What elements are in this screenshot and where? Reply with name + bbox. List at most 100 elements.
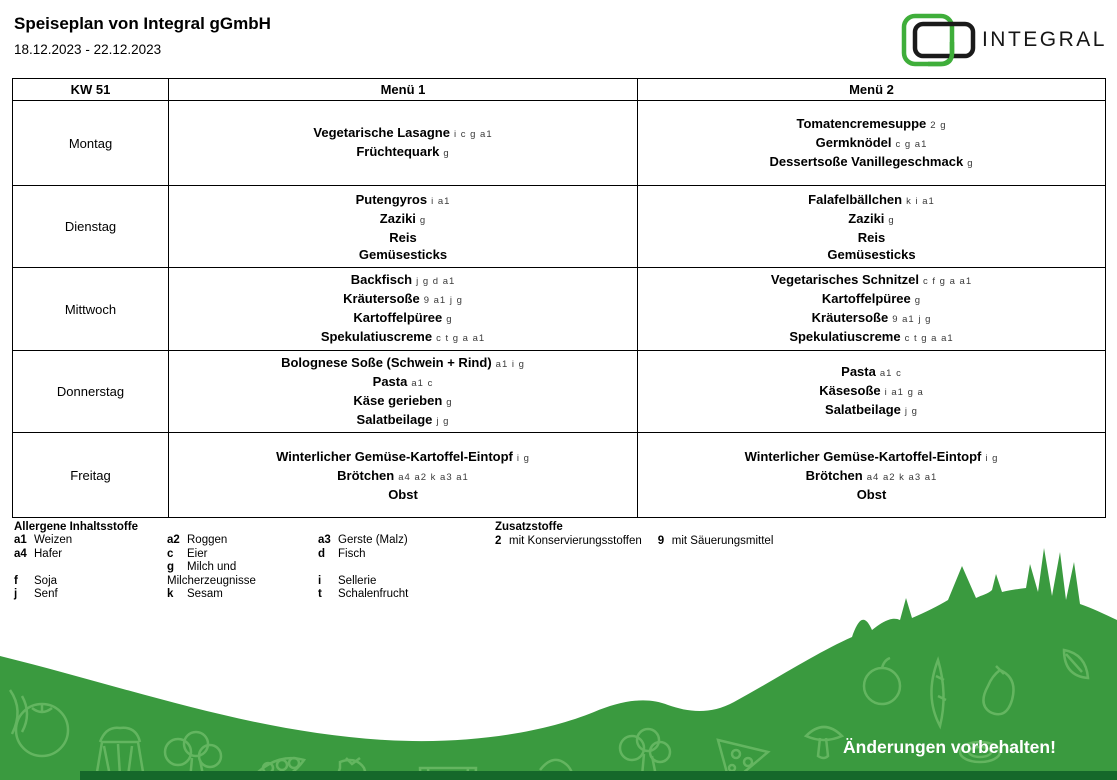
allergen-codes: g [446, 314, 453, 325]
allergen-codes: c f g a a1 [923, 276, 973, 287]
dish-name: Zaziki [379, 210, 416, 226]
allergen-codes: g [967, 157, 974, 169]
allergen-code: i [318, 574, 322, 587]
dish-name: Reis [857, 229, 886, 245]
dish-line: Brötchen a4 a2 k a3 a1 [169, 467, 637, 486]
dish-name: Winterlicher Gemüse-Kartoffel-Eintopf [744, 448, 982, 464]
allergen-codes: i a1 g a [884, 387, 924, 398]
dish-name: Gemüsesticks [827, 246, 916, 262]
footer-illustration [0, 548, 1117, 780]
allergen-code: f [14, 574, 18, 587]
dish-line: Germknödel c g a1 [638, 134, 1105, 153]
allergen-label: Senf [34, 588, 58, 600]
dish-line: Bolognese Soße (Schwein + Rind) a1 i g [169, 354, 637, 373]
onion-doodle-icon [958, 740, 1002, 764]
allergen-codes: 9 a1 j g [892, 314, 932, 325]
dish-line: Zaziki g [638, 210, 1105, 229]
col-header-menu2: Menü 2 [637, 78, 1106, 101]
menu2-cell: Falafelbällchen k i a1 Zaziki g Reis Gemüsest… [637, 185, 1106, 268]
col-header-menu1: Menü 1 [168, 78, 638, 101]
broccoli-doodle-icon [163, 730, 223, 780]
dish-line: Spekulatiuscreme c t g a a1 [638, 328, 1105, 347]
dish-line: Obst [169, 486, 637, 503]
additive-code: 9 [657, 534, 665, 547]
dish-line: Kräutersoße 9 a1 j g [169, 290, 637, 309]
additive-entry: 9 mit Säuerungsmittel [658, 535, 774, 547]
dish-line: Vegetarische Lasagne i c g a1 [169, 124, 637, 143]
allergen-label: Milch und Milcherzeugnisse [167, 561, 256, 587]
mushroom-doodle-icon [803, 725, 845, 760]
dish-name: Spekulatiuscreme [789, 329, 901, 344]
allergen-codes: g [914, 295, 922, 306]
dish-line: Brötchen a4 a2 k a3 a1 [638, 467, 1105, 486]
allergen-code: a1 [14, 534, 27, 546]
table-row: Montag Vegetarische Lasagne i c g a1 Frücht… [12, 100, 1106, 186]
herb-doodle-icon [8, 689, 29, 735]
allergen-codes: g [888, 214, 895, 226]
allergen-entry: d Fisch [318, 548, 483, 562]
dish-line: Dessertsoße Vanillegeschmack g [638, 153, 1105, 172]
allergen-codes: j g d a1 [416, 276, 456, 287]
dish-name: Gemüsesticks [358, 246, 448, 262]
allergen-code: d [318, 547, 326, 560]
day-label: Mittwoch [12, 267, 169, 351]
date-range: 18.12.2023 - 22.12.2023 [14, 42, 162, 57]
allergen-label: Roggen [187, 534, 228, 546]
dish-name: Pasta [841, 364, 876, 379]
allergen-codes: i c g a1 [453, 129, 493, 140]
additives-line: 2 mit Konservierungsstoffen 9 mit Säuerungs… [495, 535, 789, 549]
dish-name: Käsesoße [819, 383, 881, 398]
dish-line: Kartoffelpüree g [638, 290, 1105, 309]
dish-line: Spekulatiuscreme c t g a a1 [169, 328, 637, 347]
dish-line: Käse gerieben g [169, 392, 637, 411]
table-row: Donnerstag Bolognese Soße (Schwein + Rind… [12, 350, 1106, 433]
table-row: Dienstag Putengyros i a1 Zaziki g Reis Gemüses… [12, 185, 1106, 268]
table-row: Mittwoch Backfisch j g d a1 Kräutersoße 9 a1… [12, 267, 1106, 351]
dish-name: Salatbeilage [825, 402, 901, 417]
apple-doodle-icon [862, 656, 902, 706]
allergen-label: Sesam [187, 588, 223, 600]
dish-line: Winterlicher Gemüse-Kartoffel-Eintopf i g [638, 448, 1105, 467]
allergen-codes: g [443, 148, 450, 159]
allergen-code: k [167, 588, 174, 600]
dish-name: Brötchen [337, 467, 395, 483]
menu1-cell: Backfisch j g d a1 Kräutersoße 9 a1 j g Kart… [168, 267, 638, 351]
dish-line: Falafelbällchen k i a1 [638, 191, 1105, 210]
allergen-codes: g [419, 214, 427, 226]
menu2-cell: Vegetarisches Schnitzel c f g a a1 Kartoff… [637, 267, 1106, 351]
day-label: Donnerstag [12, 350, 169, 433]
dish-line: Käsesoße i a1 g a [638, 382, 1105, 401]
dish-name: Vegetarisches Schnitzel [770, 272, 920, 287]
allergen-codes: i g [516, 452, 530, 464]
allergen-entry: j Senf [14, 588, 154, 602]
allergen-code: a2 [167, 534, 180, 546]
vegetable-doodles [8, 648, 1090, 780]
dish-line: Salatbeilage j g [638, 401, 1105, 420]
integral-logo: INTEGRAL [898, 12, 1107, 68]
dish-name: Pasta [372, 373, 408, 389]
footer-note: Änderungen vorbehalten! [843, 737, 1056, 757]
dish-name: Bolognese Soße (Schwein + Rind) [281, 354, 492, 370]
allergen-codes: 2 g [930, 119, 947, 131]
dish-name: Kräutersoße [811, 310, 889, 325]
dish-line: Gemüsesticks [169, 246, 637, 263]
allergen-legend-title: Allergene Inhaltsstoffe [14, 521, 138, 533]
allergen-codes: i g [985, 452, 999, 464]
allergen-codes: j g [436, 415, 450, 427]
dish-name: Vegetarische Lasagne [313, 125, 450, 140]
allergen-column: a2 Roggen c Eier g Milch und Milcherzeugnisse… [167, 534, 297, 602]
dish-name: Germknödel [815, 134, 892, 150]
allergen-entry: a1 Weizen [14, 534, 154, 548]
leaf-doodle-icon [1062, 648, 1090, 680]
allergen-codes: a1 c [879, 368, 902, 379]
dish-line: Winterlicher Gemüse-Kartoffel-Eintopf i g [169, 448, 637, 467]
cupcake-doodle-icon [94, 726, 146, 779]
allergen-label: Hafer [34, 547, 63, 560]
allergen-code: g [167, 561, 175, 573]
tomato-doodle-icon [14, 702, 70, 758]
menu2-cell: Pasta a1 c Käsesoße i a1 g a Salatbeilage j g [637, 350, 1106, 433]
allergen-code: a4 [14, 547, 27, 560]
dish-line: Vegetarisches Schnitzel c f g a a1 [638, 271, 1105, 290]
page-title: Speiseplan von Integral gGmbH [14, 14, 271, 33]
dish-line: Kräutersoße 9 a1 j g [638, 309, 1105, 328]
